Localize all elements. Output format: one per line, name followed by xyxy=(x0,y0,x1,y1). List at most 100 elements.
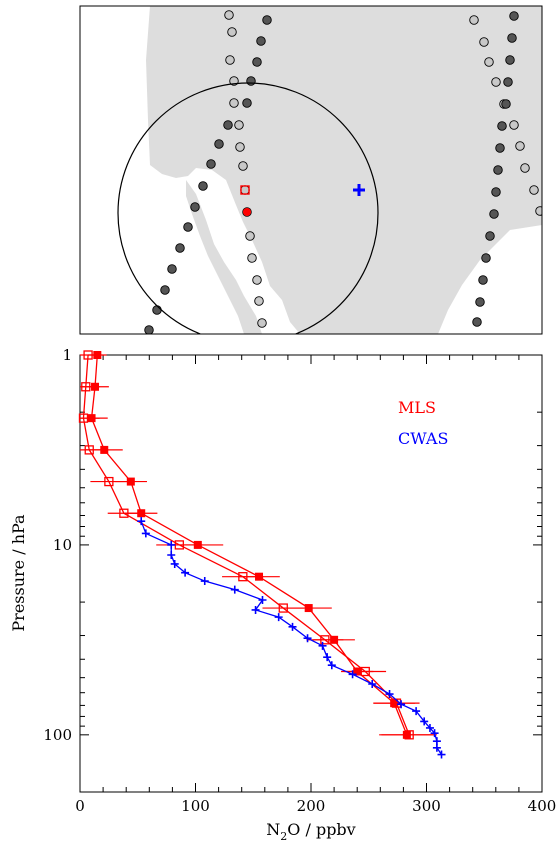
data-point xyxy=(230,585,239,594)
track-dot xyxy=(247,253,257,263)
data-point xyxy=(318,641,327,650)
data-point xyxy=(385,690,394,699)
track-dot xyxy=(254,296,264,306)
data-point xyxy=(348,670,357,679)
track-dot xyxy=(234,120,244,130)
track-dot xyxy=(183,222,193,232)
legend-cwas: CWAS xyxy=(398,429,448,448)
profile-chart: 0 100 200 300 400 1 10 100 Pressure / hPa N2O /… xyxy=(9,346,556,843)
y-tick-label: 10 xyxy=(53,536,72,554)
track-dot xyxy=(257,318,267,328)
series-layer xyxy=(78,350,446,759)
legend-mls: MLS xyxy=(398,398,436,417)
track-dot xyxy=(206,159,216,169)
track-dot xyxy=(509,11,519,21)
data-point xyxy=(126,477,135,486)
data-point xyxy=(288,622,297,631)
data-point xyxy=(238,572,248,582)
track-dot xyxy=(214,139,224,149)
data-point xyxy=(360,666,370,677)
track-dot xyxy=(515,141,525,151)
data-point xyxy=(167,540,176,549)
axis-ticks xyxy=(79,354,543,793)
cwas-location-marker xyxy=(353,184,365,196)
mls-open-marker xyxy=(240,185,250,195)
data-point xyxy=(304,604,313,613)
track-dot xyxy=(479,37,489,47)
track-dot xyxy=(529,185,539,195)
data-point xyxy=(303,634,312,643)
map-panel xyxy=(79,5,543,335)
track-dot xyxy=(262,15,272,25)
track-dot xyxy=(252,275,262,285)
track-dot xyxy=(175,243,185,253)
data-point xyxy=(200,577,209,586)
data-point xyxy=(83,350,93,360)
data-point xyxy=(137,517,146,526)
data-point xyxy=(119,508,129,518)
track-dot xyxy=(246,76,256,86)
data-point xyxy=(170,559,179,568)
track-dot xyxy=(225,55,235,65)
track-dot xyxy=(485,231,495,241)
track-dot xyxy=(238,161,248,171)
data-point xyxy=(430,729,439,738)
track-dot xyxy=(478,275,488,285)
data-point xyxy=(425,723,434,732)
data-point xyxy=(141,529,150,538)
data-point xyxy=(251,605,260,614)
data-point xyxy=(81,382,91,392)
map-frame xyxy=(79,5,543,335)
data-point xyxy=(258,595,267,604)
data-point xyxy=(278,603,288,613)
land-mass xyxy=(146,6,542,334)
track-dot xyxy=(495,143,505,153)
x-tick-label: 300 xyxy=(412,797,441,815)
plot-frame xyxy=(79,354,543,793)
x-tick-label: 200 xyxy=(297,797,326,815)
track-dot xyxy=(509,120,519,130)
track-dot xyxy=(152,305,162,315)
series-2 xyxy=(78,350,437,740)
track-dot xyxy=(497,121,507,131)
track-dot xyxy=(160,285,170,295)
track-dot xyxy=(144,325,154,334)
track-dot xyxy=(491,77,501,87)
track-dot xyxy=(503,77,513,87)
y-tick-label: 100 xyxy=(43,726,72,744)
track-dot xyxy=(475,297,485,307)
data-point xyxy=(320,635,330,645)
data-point xyxy=(432,743,441,752)
track-dot xyxy=(240,185,250,195)
data-point xyxy=(84,445,94,455)
data-point xyxy=(104,476,114,487)
track-dot xyxy=(520,163,530,173)
x-tick-label: 400 xyxy=(528,797,557,815)
track-dot xyxy=(227,27,237,37)
track-dot xyxy=(493,165,503,175)
coverage-circle xyxy=(117,82,379,334)
series-1 xyxy=(80,351,435,739)
series-3 xyxy=(137,517,446,759)
satellite-track-dots xyxy=(144,10,542,334)
data-point xyxy=(174,540,184,550)
data-point xyxy=(437,750,446,759)
track-dot xyxy=(245,231,255,241)
track-dot xyxy=(507,33,517,43)
data-point xyxy=(78,413,89,423)
data-point xyxy=(368,680,377,689)
track-dot xyxy=(484,57,494,67)
track-dot xyxy=(224,10,234,20)
track-dot xyxy=(472,317,482,327)
data-point xyxy=(167,550,176,559)
track-dot xyxy=(505,55,515,65)
track-dot xyxy=(491,187,501,197)
track-dot xyxy=(198,181,208,191)
x-axis-label: N2O / ppbv xyxy=(266,820,355,843)
track-dot xyxy=(252,57,262,67)
data-point xyxy=(397,700,406,709)
track-dot xyxy=(501,99,511,109)
track-dot xyxy=(223,120,233,130)
series-line xyxy=(140,520,443,755)
